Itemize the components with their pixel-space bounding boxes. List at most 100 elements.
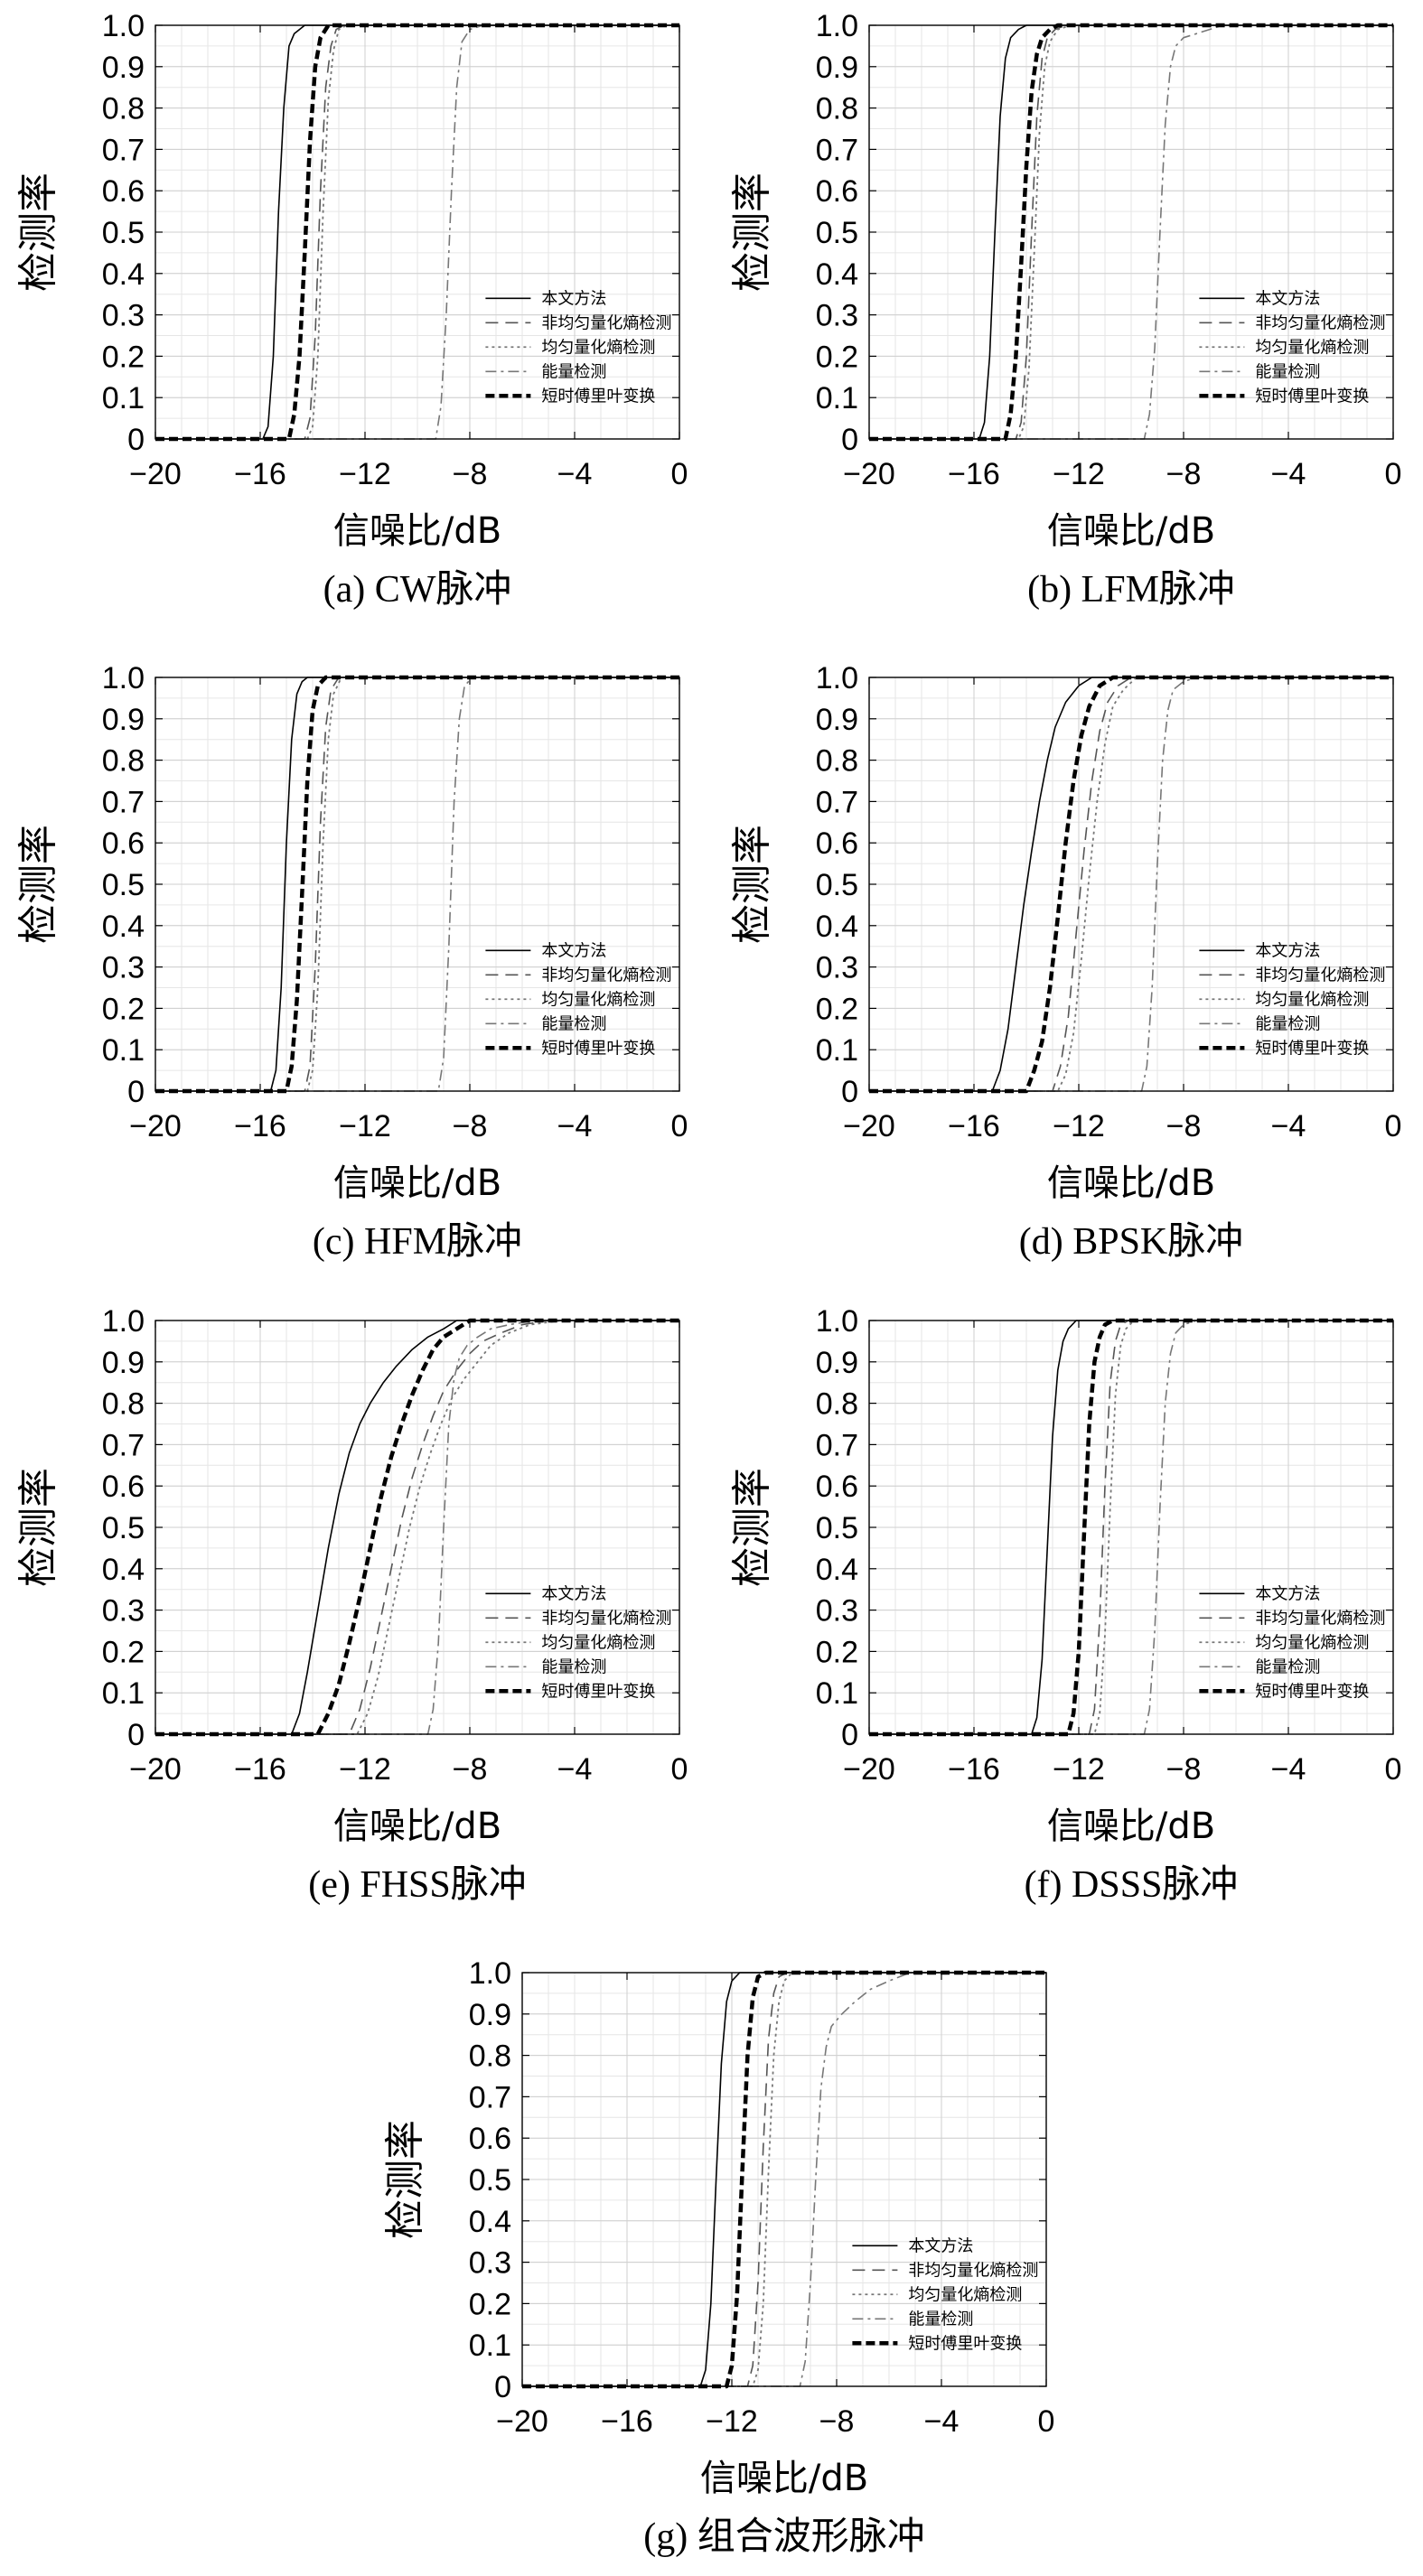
x-tick-label: −16: [948, 1109, 1000, 1143]
y-tick-label: 0.2: [102, 1635, 145, 1669]
x-tick-label: −12: [1053, 1109, 1105, 1143]
x-tick-label: −8: [453, 1752, 488, 1787]
legend-label: 能量检测: [1255, 1014, 1320, 1033]
x-tick-label: −20: [843, 1109, 895, 1143]
series-line: [869, 677, 1393, 1092]
y-tick-label: 0.1: [816, 1033, 858, 1068]
y-tick-label: 0.1: [102, 1033, 145, 1068]
x-tick-label: −16: [948, 457, 1000, 491]
y-tick-label: 0.5: [102, 216, 145, 250]
y-tick-label: 0.4: [816, 1553, 858, 1587]
y-tick-label: 0.7: [102, 785, 145, 819]
y-axis-label: 检测率: [382, 2120, 428, 2239]
series-line: [155, 677, 679, 1092]
x-tick-label: −12: [339, 1109, 391, 1143]
y-tick-label: 0.7: [469, 2080, 511, 2114]
y-tick-label: 0.5: [816, 216, 858, 250]
x-tick-label: 0: [1385, 457, 1402, 491]
y-tick-label: 0.4: [102, 1553, 145, 1587]
y-tick-label: 0.8: [102, 1387, 145, 1422]
series-line: [522, 1972, 1046, 2387]
y-tick-label: 0.3: [102, 1594, 145, 1629]
y-tick-label: 0.2: [816, 992, 858, 1026]
y-tick-label: 1.0: [102, 661, 145, 695]
legend-label: 非均匀量化熵检测: [1255, 313, 1385, 332]
series-line: [869, 24, 1393, 440]
x-tick-label: −12: [339, 1752, 391, 1787]
series-line: [869, 1320, 1393, 1735]
legend-label: 短时傅里叶变换: [908, 2334, 1022, 2353]
legend-label: 非均匀量化熵检测: [908, 2261, 1038, 2280]
y-tick-label: 0.4: [816, 257, 858, 292]
legend-label: 短时傅里叶变换: [1255, 387, 1369, 406]
y-tick-label: 0.5: [102, 1511, 145, 1545]
legend-label: 均匀量化熵检测: [1255, 338, 1369, 357]
legend-label: 本文方法: [541, 1584, 606, 1603]
y-tick-label: 0.7: [102, 133, 145, 167]
series-line: [155, 675, 679, 1094]
x-tick-label: −20: [496, 2404, 548, 2439]
y-tick-label: 0.6: [816, 1470, 858, 1504]
y-tick-label: 0.9: [816, 1346, 858, 1380]
legend-label: 短时傅里叶变换: [541, 1682, 655, 1701]
y-axis-label: 检测率: [15, 825, 61, 944]
series-line: [155, 1320, 679, 1735]
x-tick-label: −8: [1166, 1752, 1202, 1787]
x-tick-label: 0: [671, 457, 688, 491]
y-tick-label: 0: [841, 1718, 858, 1752]
series-line: [869, 675, 1393, 1094]
legend-label: 短时傅里叶变换: [541, 1039, 655, 1058]
legend-label: 能量检测: [541, 1657, 606, 1676]
x-tick-label: −4: [1271, 1109, 1306, 1143]
y-tick-label: 0: [841, 1075, 858, 1109]
x-tick-label: 0: [1385, 1109, 1402, 1143]
legend-label: 能量检测: [908, 2310, 973, 2329]
y-tick-label: 0.7: [816, 133, 858, 167]
y-tick-label: 1.0: [816, 9, 858, 43]
y-tick-label: 0.3: [816, 299, 858, 333]
x-tick-label: −12: [339, 457, 391, 491]
y-axis-label: 检测率: [729, 825, 775, 944]
y-tick-label: 0.2: [469, 2287, 511, 2321]
chart-panel: −20 −16 −12 −8 −4 0 0 0.1 0.2 0.3 0.4 0.5 0.6 0.7 0.8 0…: [15, 661, 688, 1263]
legend-label: 本文方法: [541, 289, 606, 308]
y-tick-label: 0.9: [102, 1346, 145, 1380]
x-tick-label: −20: [129, 1109, 182, 1143]
y-tick-label: 0.8: [816, 744, 858, 779]
y-tick-label: 0.7: [816, 1428, 858, 1462]
x-tick-label: −16: [234, 1109, 286, 1143]
panel-caption: (e) FHSS脉冲: [308, 1864, 527, 1906]
y-tick-label: 0.1: [816, 1676, 858, 1711]
x-tick-label: −20: [129, 1752, 182, 1787]
y-tick-label: 0.9: [816, 51, 858, 85]
series-line: [155, 1320, 679, 1735]
y-tick-label: 0.9: [816, 703, 858, 737]
y-tick-label: 0.5: [816, 868, 858, 902]
y-axis-label: 检测率: [15, 173, 61, 292]
x-tick-label: 0: [1038, 2404, 1055, 2439]
x-tick-label: −16: [234, 457, 286, 491]
y-tick-label: 0.8: [102, 744, 145, 779]
x-axis-label: 信噪比/dB: [333, 1806, 501, 1847]
series-line: [155, 24, 679, 440]
y-tick-label: 0.1: [469, 2329, 511, 2363]
y-tick-label: 0.3: [469, 2246, 511, 2281]
y-tick-label: 0.6: [469, 2122, 511, 2156]
x-tick-label: −20: [843, 457, 895, 491]
y-tick-label: 0.8: [102, 92, 145, 126]
x-axis-label: 信噪比/dB: [333, 1162, 501, 1204]
series-line: [155, 1318, 679, 1737]
series-line: [869, 677, 1393, 1092]
series-line: [869, 1320, 1393, 1735]
x-tick-label: −4: [1271, 457, 1306, 491]
legend-label: 非均匀量化熵检测: [1255, 1609, 1385, 1628]
y-tick-label: 0.3: [816, 951, 858, 985]
x-axis-label: 信噪比/dB: [700, 2458, 868, 2499]
x-tick-label: −12: [1053, 1752, 1105, 1787]
panel-caption: (f) DSSS脉冲: [1025, 1864, 1239, 1906]
legend-label: 能量检测: [541, 1014, 606, 1033]
